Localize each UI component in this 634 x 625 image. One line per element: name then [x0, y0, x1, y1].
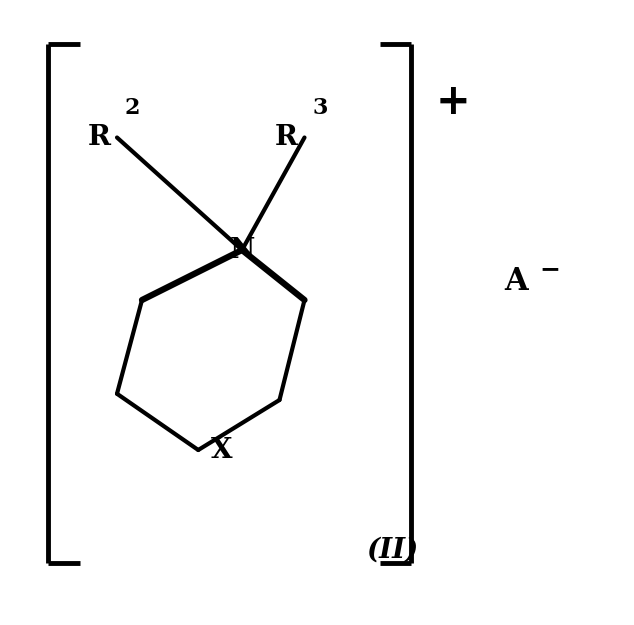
- Text: 2: 2: [125, 97, 140, 119]
- Text: −: −: [539, 257, 560, 281]
- Text: A: A: [505, 266, 528, 297]
- Text: X: X: [210, 436, 233, 464]
- Text: R: R: [87, 124, 111, 151]
- Text: N: N: [230, 236, 255, 264]
- Text: (II): (II): [366, 536, 418, 564]
- Text: R: R: [275, 124, 298, 151]
- Text: +: +: [436, 81, 470, 123]
- Text: 3: 3: [313, 97, 328, 119]
